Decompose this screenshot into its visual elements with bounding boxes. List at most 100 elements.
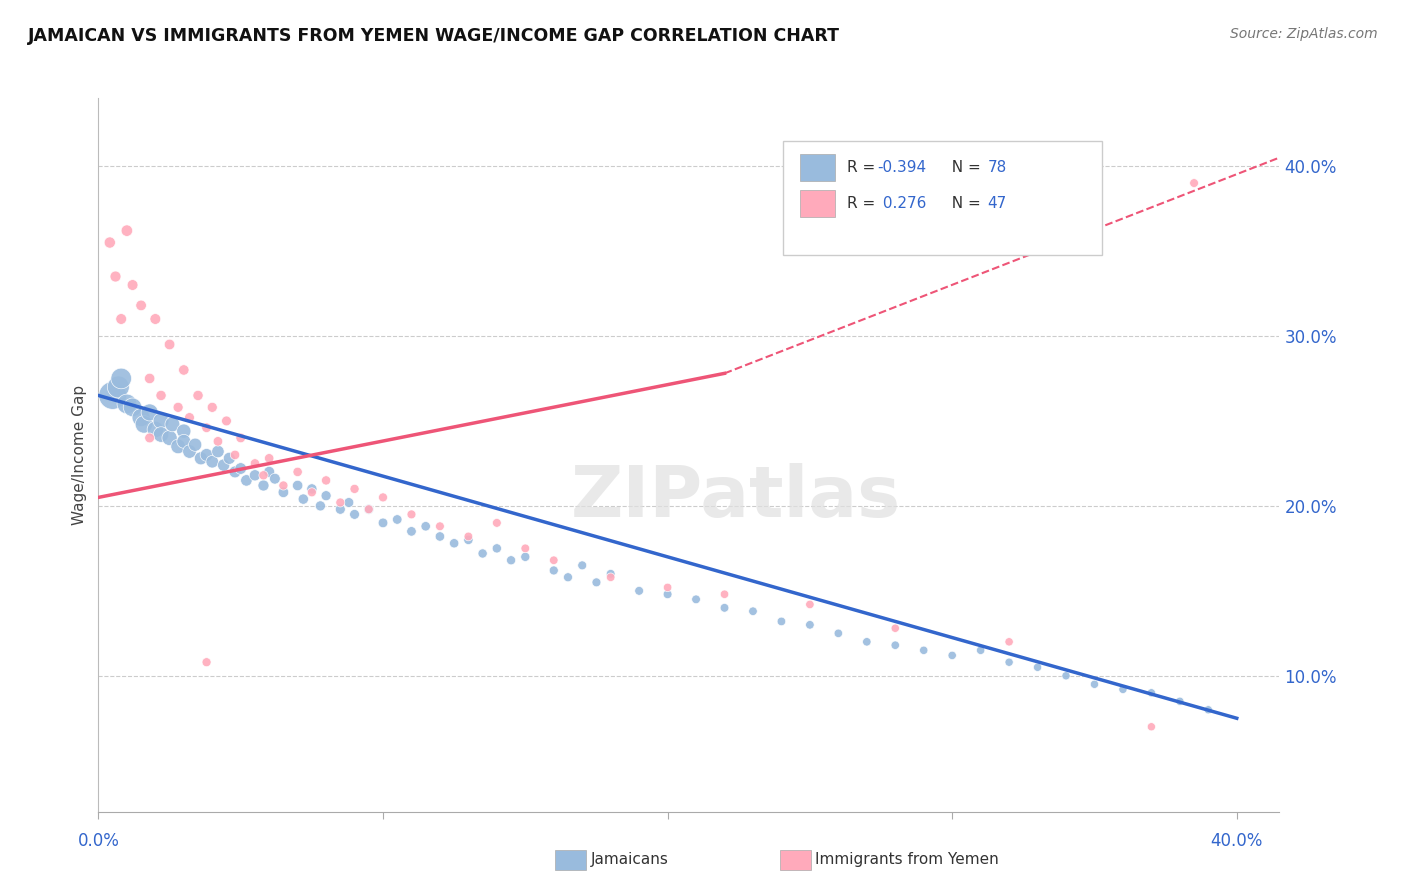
Point	[179, 444, 201, 458]
Point	[515, 549, 537, 564]
Point	[98, 235, 121, 250]
Point	[343, 508, 366, 522]
Text: 0.0%: 0.0%	[77, 832, 120, 850]
Point	[713, 600, 735, 615]
Point	[292, 492, 315, 507]
Point	[132, 417, 155, 432]
Point	[941, 648, 963, 663]
Point	[150, 388, 173, 402]
Point	[273, 485, 295, 500]
Point	[387, 512, 409, 526]
Point	[167, 439, 190, 453]
Point	[138, 431, 160, 445]
Point	[371, 516, 394, 530]
Point	[110, 371, 132, 385]
Point	[657, 581, 679, 595]
Point	[543, 553, 565, 567]
Point	[371, 491, 394, 505]
Point	[115, 224, 138, 238]
Text: 0.276: 0.276	[877, 196, 927, 211]
Point	[301, 485, 323, 500]
Point	[557, 570, 579, 584]
Point	[224, 448, 246, 462]
Point	[329, 502, 352, 516]
Point	[121, 278, 143, 293]
Point	[104, 269, 127, 284]
Text: 47: 47	[987, 196, 1007, 211]
Point	[415, 519, 437, 533]
Point	[115, 397, 138, 411]
Point	[143, 312, 166, 326]
Point	[628, 583, 651, 598]
Point	[1054, 669, 1077, 683]
Point	[150, 414, 173, 428]
Point	[138, 371, 160, 385]
Point	[799, 598, 821, 612]
Point	[252, 478, 274, 492]
Point	[173, 424, 195, 438]
Point	[713, 587, 735, 601]
Point	[309, 499, 332, 513]
Point	[429, 519, 451, 533]
Text: 40.0%: 40.0%	[1211, 832, 1263, 850]
Point	[215, 414, 238, 428]
Point	[457, 529, 479, 543]
Point	[195, 655, 218, 669]
Text: Source: ZipAtlas.com: Source: ZipAtlas.com	[1230, 27, 1378, 41]
Point	[457, 533, 479, 547]
Point	[1140, 686, 1163, 700]
Point	[998, 635, 1021, 649]
Point	[287, 478, 309, 492]
Text: Immigrants from Yemen: Immigrants from Yemen	[815, 853, 1000, 867]
Point	[742, 604, 765, 618]
Point	[969, 643, 991, 657]
Point	[998, 655, 1021, 669]
Point	[585, 575, 607, 590]
Point	[1197, 703, 1219, 717]
Text: N =: N =	[942, 196, 986, 211]
Point	[201, 455, 224, 469]
Point	[179, 410, 201, 425]
Point	[315, 474, 337, 488]
Point	[107, 380, 129, 394]
Point	[173, 434, 195, 449]
Point	[150, 427, 173, 442]
Text: R =: R =	[846, 196, 880, 211]
Point	[195, 448, 218, 462]
Point	[263, 472, 285, 486]
Point	[162, 417, 184, 432]
Point	[571, 558, 593, 573]
Point	[184, 438, 207, 452]
Text: JAMAICAN VS IMMIGRANTS FROM YEMEN WAGE/INCOME GAP CORRELATION CHART: JAMAICAN VS IMMIGRANTS FROM YEMEN WAGE/I…	[28, 27, 841, 45]
Point	[129, 298, 152, 312]
Point	[252, 468, 274, 483]
Point	[401, 508, 423, 522]
Point	[218, 451, 240, 466]
Y-axis label: Wage/Income Gap: Wage/Income Gap	[72, 384, 87, 525]
Point	[190, 451, 212, 466]
Text: ZIPatlas: ZIPatlas	[571, 463, 901, 533]
Point	[143, 422, 166, 436]
Point	[912, 643, 935, 657]
Point	[212, 458, 235, 472]
Text: -0.394: -0.394	[877, 161, 927, 175]
Point	[856, 635, 879, 649]
Point	[173, 363, 195, 377]
Point	[243, 457, 266, 471]
Point	[229, 461, 252, 475]
Point	[101, 388, 124, 402]
Point	[1168, 694, 1191, 708]
Point	[201, 401, 224, 415]
Point	[195, 421, 218, 435]
Point	[159, 337, 181, 351]
Point	[1182, 176, 1205, 190]
Point	[315, 489, 337, 503]
Point	[159, 431, 181, 445]
Point	[884, 621, 907, 635]
Point	[685, 592, 707, 607]
Point	[138, 405, 160, 419]
Point	[129, 410, 152, 425]
Point	[515, 541, 537, 556]
Point	[429, 529, 451, 543]
Point	[229, 431, 252, 445]
